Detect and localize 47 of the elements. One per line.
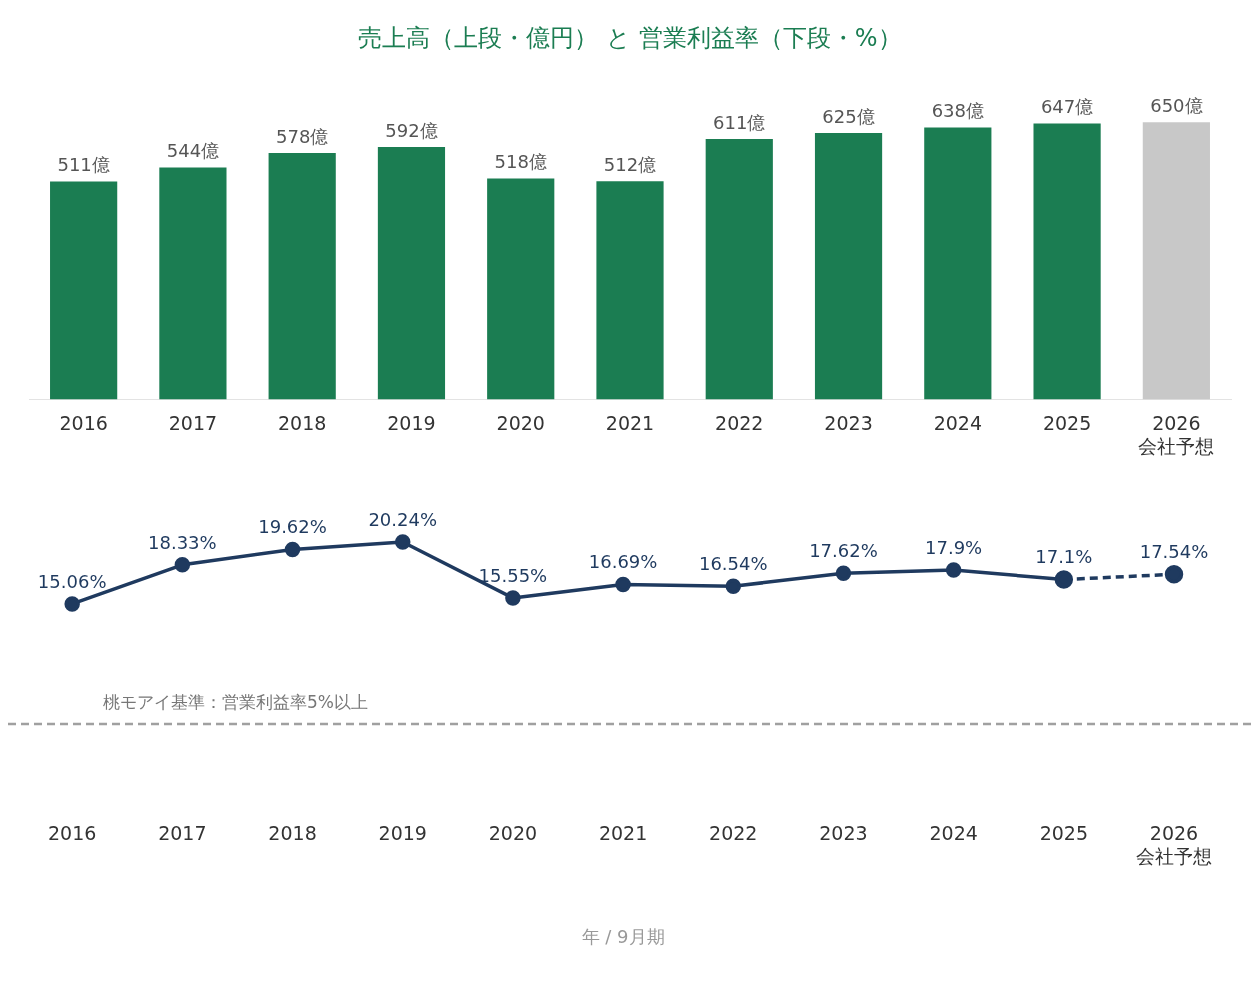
data-label: 511億	[57, 154, 110, 176]
x-tick-label: 2023	[824, 411, 873, 434]
data-label: 650億	[1150, 95, 1203, 116]
data-label: 592億	[385, 119, 438, 141]
data-label: 17.1%	[1035, 546, 1093, 568]
x-tick-label: 2024	[933, 411, 982, 434]
x-tick-label: 2017	[168, 411, 218, 434]
data-label: 611億	[713, 111, 766, 133]
data-label: 518億	[494, 151, 547, 173]
x-tick-label: 2022	[709, 822, 758, 845]
data-label: 15.06%	[37, 570, 107, 592]
x-tick-label: 2020	[488, 822, 538, 845]
x-tick-label: 2021	[605, 411, 655, 434]
x-tick-label: 2021	[598, 822, 648, 845]
data-label: 19.62%	[258, 516, 327, 538]
data-label: 15.55%	[478, 564, 548, 586]
data-label: 512億	[603, 153, 657, 175]
data-label: 578億	[276, 125, 329, 147]
x-tick-label: 2023	[819, 822, 868, 845]
data-label: 625億	[822, 105, 875, 127]
x-tick-label: 2025	[1042, 411, 1092, 434]
data-label: 638億	[931, 100, 984, 122]
data-label: 647億	[1040, 96, 1094, 118]
x-tick-label: 2016	[48, 822, 97, 845]
data-label: 18.33%	[148, 531, 217, 553]
x-tick-label: 2026 会社予想	[1138, 411, 1215, 457]
data-label: 20.24%	[368, 508, 438, 530]
data-label: 544億	[166, 140, 220, 162]
data-label: 16.54%	[698, 552, 768, 574]
data-label: 17.62%	[809, 539, 878, 561]
x-tick-label: 2019	[387, 411, 436, 434]
data-label: 17.9%	[925, 536, 983, 558]
x-tick-label: 2019	[378, 822, 427, 845]
x-tick-label: 2022	[715, 411, 764, 434]
x-tick-label: 2018	[268, 822, 317, 845]
x-axis-title: 年 / 9月期	[581, 925, 665, 947]
x-tick-label: 2026 会社予想	[1136, 822, 1212, 867]
x-tick-label: 2017	[158, 822, 207, 845]
data-label: 16.69%	[588, 551, 658, 573]
chart-title: 売上高（上段・億円） と 営業利益率（下段・%）	[357, 23, 903, 54]
x-tick-label: 2024	[929, 822, 978, 845]
ref-line-label: 桃モアイ基準：営業利益率5%以上	[103, 692, 368, 712]
data-label: 17.54%	[1139, 540, 1209, 562]
x-tick-label: 2020	[496, 411, 545, 434]
x-tick-label: 2025	[1039, 822, 1088, 845]
x-tick-label: 2018	[278, 411, 327, 434]
x-tick-label: 2016	[59, 411, 108, 434]
